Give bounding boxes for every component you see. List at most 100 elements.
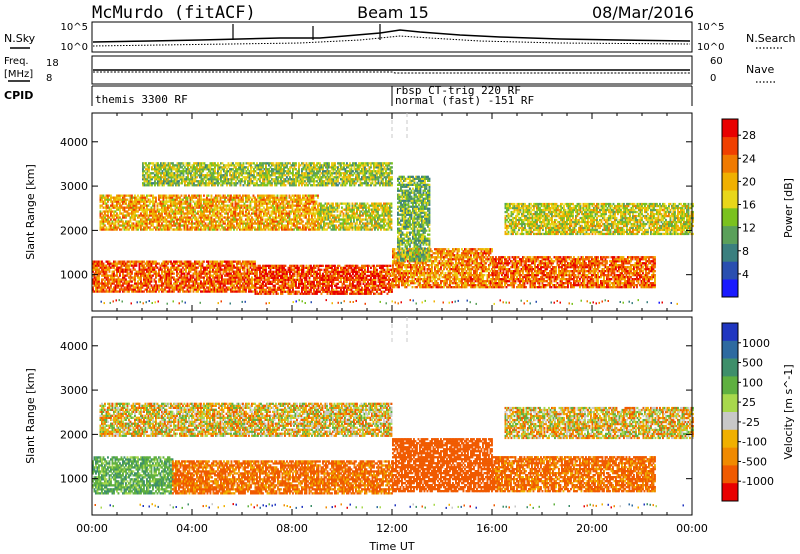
cell	[410, 248, 412, 251]
cell	[446, 260, 448, 263]
cell	[410, 272, 412, 275]
cell	[283, 286, 285, 289]
cell	[346, 286, 348, 289]
cell	[275, 270, 278, 273]
cell	[338, 264, 341, 267]
cell	[447, 250, 450, 253]
cell	[120, 266, 123, 269]
cell	[326, 292, 329, 295]
cell	[117, 282, 120, 285]
cell	[138, 278, 141, 281]
cell	[129, 270, 132, 273]
cell	[107, 260, 109, 263]
cell	[233, 278, 235, 281]
cell	[352, 290, 354, 293]
cell	[237, 290, 240, 293]
cell	[440, 280, 442, 283]
cell	[248, 272, 250, 275]
cell	[218, 266, 220, 269]
cell	[443, 268, 445, 271]
cell	[281, 268, 284, 271]
cell	[153, 290, 156, 293]
cell	[292, 278, 294, 281]
cell	[149, 274, 151, 277]
cell	[126, 268, 129, 271]
cell	[281, 284, 284, 287]
cell	[423, 278, 426, 281]
cell	[197, 278, 199, 281]
cell	[423, 268, 426, 271]
cell	[277, 268, 279, 271]
cell	[377, 274, 380, 277]
cell	[186, 284, 189, 287]
cell	[579, 272, 581, 275]
cell	[177, 276, 180, 279]
cell	[374, 266, 377, 269]
cell	[410, 280, 412, 283]
cell	[377, 288, 380, 291]
cell	[476, 272, 478, 275]
cell	[117, 280, 120, 283]
cell	[420, 262, 423, 265]
cell	[200, 272, 202, 275]
cell	[359, 290, 362, 293]
cell	[464, 286, 466, 289]
cell	[129, 274, 132, 277]
cell	[183, 272, 186, 275]
cell	[619, 284, 622, 287]
cell	[125, 274, 127, 277]
cell	[305, 288, 308, 291]
cell	[113, 264, 115, 267]
cell	[383, 276, 386, 279]
cell	[350, 278, 353, 281]
cell	[373, 292, 375, 295]
cell	[428, 272, 430, 275]
cell	[477, 256, 480, 259]
cell	[134, 286, 136, 289]
cell	[274, 280, 276, 283]
cell	[393, 276, 396, 279]
cell	[126, 264, 129, 267]
cell	[213, 280, 216, 283]
cell	[281, 292, 284, 295]
cell	[275, 282, 278, 285]
cell	[322, 288, 324, 291]
cell	[382, 278, 384, 281]
cell	[101, 280, 103, 283]
cell	[447, 252, 450, 255]
cell	[393, 274, 396, 277]
cell	[416, 258, 418, 261]
cell	[305, 286, 308, 289]
cell	[477, 276, 480, 279]
cell	[373, 278, 375, 281]
cell	[350, 284, 353, 287]
cell	[213, 272, 216, 275]
cell	[341, 276, 344, 279]
cell	[242, 268, 244, 271]
cell	[465, 270, 468, 273]
cell	[416, 264, 418, 267]
cell	[456, 258, 459, 261]
cell	[498, 274, 500, 277]
cell	[444, 278, 447, 281]
cell	[361, 274, 363, 277]
cell	[367, 274, 369, 277]
cell	[389, 264, 392, 267]
cell	[144, 274, 147, 277]
cell	[283, 266, 285, 269]
cell	[292, 264, 294, 267]
cell	[165, 272, 168, 275]
cell	[186, 280, 189, 283]
cell	[419, 282, 421, 285]
cell	[392, 284, 394, 287]
cell	[392, 280, 394, 283]
cell	[474, 276, 477, 279]
cell	[392, 254, 394, 257]
cell	[456, 250, 459, 253]
cell	[149, 282, 151, 285]
cell	[92, 262, 94, 265]
cell	[432, 278, 435, 281]
cell	[416, 268, 418, 271]
cell	[352, 276, 354, 279]
cell	[592, 286, 595, 289]
